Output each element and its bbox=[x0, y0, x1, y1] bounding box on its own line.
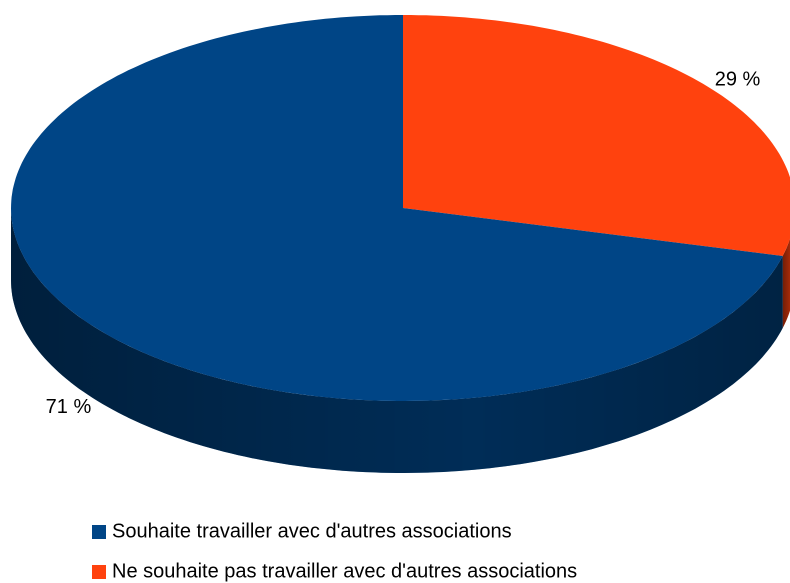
pie-slice bbox=[11, 15, 783, 473]
slice-top bbox=[403, 15, 790, 256]
pie-slice bbox=[403, 15, 790, 328]
value-label: 29 % bbox=[715, 69, 761, 91]
value-label: 71 % bbox=[46, 396, 92, 418]
slice-side-shade bbox=[11, 208, 783, 473]
slice-side-shade bbox=[782, 238, 790, 328]
legend-label: Ne souhaite pas travailler avec d'autres… bbox=[112, 560, 577, 582]
legend-swatch bbox=[92, 565, 106, 579]
legend-label: Souhaite travailler avec d'autres associ… bbox=[112, 520, 512, 542]
slice-top bbox=[11, 15, 783, 401]
legend-swatch bbox=[92, 525, 106, 539]
